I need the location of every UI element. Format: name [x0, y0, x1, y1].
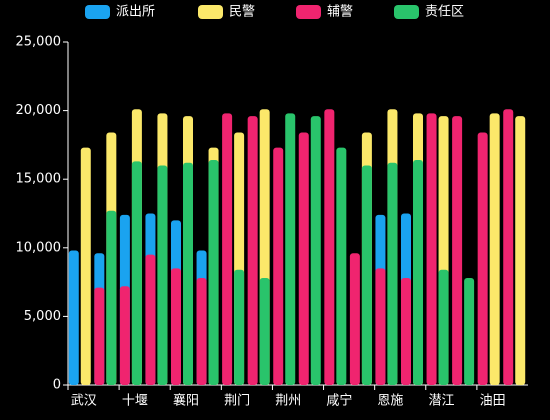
bar: [464, 277, 475, 385]
bar: [438, 269, 449, 385]
bar: [503, 109, 514, 385]
x-tick-label: 荆州: [275, 393, 301, 409]
y-tick-label: 25,000: [16, 35, 62, 50]
bar: [131, 161, 142, 385]
legend-swatch: [85, 5, 110, 19]
y-tick-label: 10,000: [16, 240, 62, 255]
bar: [106, 210, 117, 385]
bar: [452, 116, 463, 385]
bar: [413, 159, 423, 385]
bar: [208, 159, 219, 385]
legend-label: 辅警: [327, 4, 353, 20]
x-tick-label: 武汉: [71, 394, 97, 409]
legend-swatch: [296, 5, 321, 19]
x-tick-label: 十堰: [122, 394, 148, 409]
legend-swatch: [394, 5, 419, 19]
bar: [234, 269, 245, 385]
bar: [157, 165, 168, 385]
bar: [259, 277, 270, 385]
bar: [285, 113, 296, 386]
y-tick-label: 0: [53, 378, 61, 393]
bar: [298, 132, 309, 385]
legend-label: 民警: [229, 4, 255, 20]
bar: [183, 162, 193, 385]
legend-label: 派出所: [116, 5, 155, 20]
legend-label: 责任区: [425, 5, 464, 20]
bar: [324, 109, 335, 385]
bar: [171, 268, 181, 385]
bar: [401, 277, 411, 385]
x-tick-label: 恩施: [377, 394, 403, 409]
bar: [310, 116, 321, 385]
bar: [336, 147, 347, 385]
bar: [477, 132, 488, 385]
bar: [361, 165, 372, 385]
bar: [349, 253, 360, 385]
y-tick-label: 20,000: [16, 103, 62, 118]
bar: [196, 277, 207, 385]
bar: [80, 147, 91, 385]
x-tick-label: 襄阳: [173, 393, 199, 409]
bar: [222, 113, 233, 386]
y-tick-label: 5,000: [24, 309, 61, 324]
x-tick-label: 潜江: [429, 394, 455, 409]
bar: [387, 162, 398, 385]
bar: [273, 147, 284, 385]
bar: [68, 250, 79, 385]
bar: [426, 113, 437, 386]
x-tick-label: 油田: [480, 394, 506, 409]
x-tick-label: 咸宁: [326, 393, 352, 409]
y-tick-label: 15,000: [16, 172, 62, 187]
bar: [247, 116, 258, 385]
bar: [515, 116, 526, 385]
x-tick-label: 荆门: [224, 393, 250, 409]
bar: [375, 268, 386, 385]
bar: [145, 254, 156, 385]
legend-swatch: [198, 5, 223, 19]
bar: [119, 286, 130, 385]
bar: [489, 113, 500, 386]
bar: [94, 287, 105, 385]
